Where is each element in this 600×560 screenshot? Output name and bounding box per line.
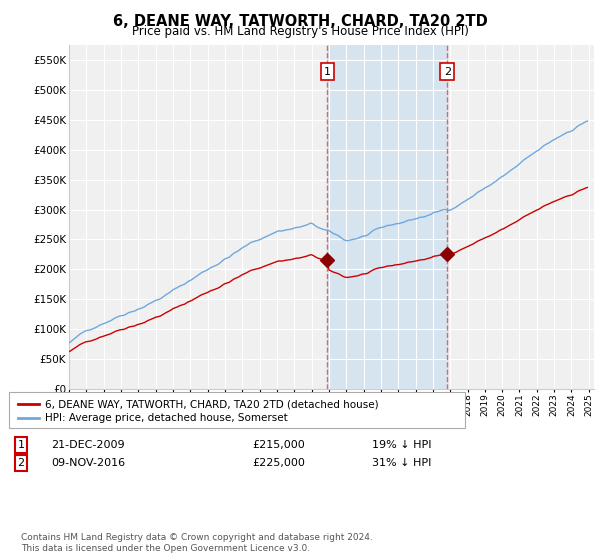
Text: 1: 1 [324, 67, 331, 77]
Text: 6, DEANE WAY, TATWORTH, CHARD, TA20 2TD: 6, DEANE WAY, TATWORTH, CHARD, TA20 2TD [113, 14, 487, 29]
Text: 6, DEANE WAY, TATWORTH, CHARD, TA20 2TD (detached house): 6, DEANE WAY, TATWORTH, CHARD, TA20 2TD … [42, 399, 376, 409]
Text: Price paid vs. HM Land Registry's House Price Index (HPI): Price paid vs. HM Land Registry's House … [131, 25, 469, 38]
Text: 19% ↓ HPI: 19% ↓ HPI [372, 440, 431, 450]
Text: HPI: Average price, detached house, Somerset: HPI: Average price, detached house, Some… [42, 413, 285, 423]
Text: 31% ↓ HPI: 31% ↓ HPI [372, 458, 431, 468]
Text: 6, DEANE WAY, TATWORTH, CHARD, TA20 2TD (detached house): 6, DEANE WAY, TATWORTH, CHARD, TA20 2TD … [45, 399, 379, 409]
Text: 2: 2 [17, 458, 25, 468]
Text: HPI: Average price, detached house, Somerset: HPI: Average price, detached house, Some… [45, 413, 288, 423]
Text: 21-DEC-2009: 21-DEC-2009 [51, 440, 125, 450]
Text: 2: 2 [444, 67, 451, 77]
Text: Contains HM Land Registry data © Crown copyright and database right 2024.
This d: Contains HM Land Registry data © Crown c… [21, 533, 373, 553]
Bar [328, 45, 448, 389]
Text: 09-NOV-2016: 09-NOV-2016 [51, 458, 125, 468]
Text: £215,000: £215,000 [252, 440, 305, 450]
Text: 1: 1 [17, 440, 25, 450]
Text: £225,000: £225,000 [252, 458, 305, 468]
